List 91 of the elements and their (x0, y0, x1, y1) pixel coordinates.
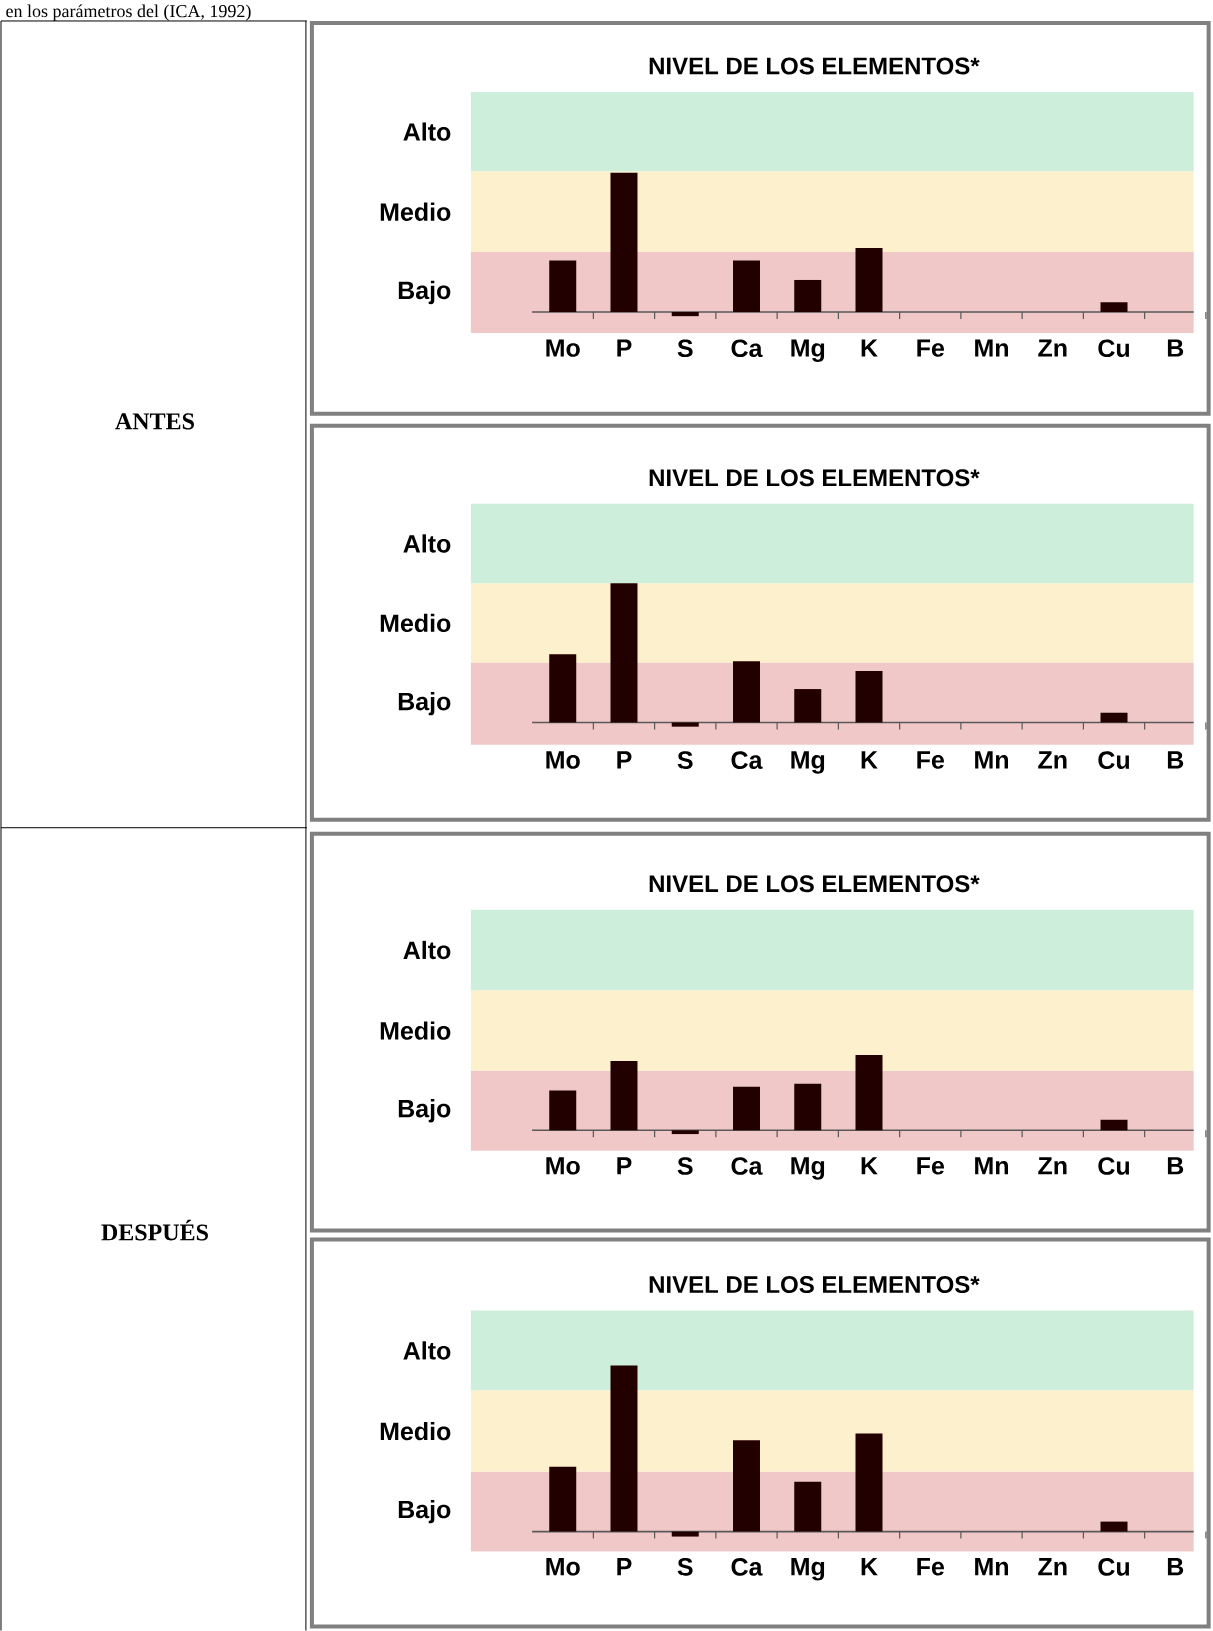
chart-title: NIVEL DE LOS ELEMENTOS* (649, 1276, 980, 1294)
x-tick-label: Zn (1038, 751, 1067, 769)
x-tick-label: P (617, 1558, 632, 1576)
text: ANTES (115, 413, 195, 430)
band-label: Medio (381, 202, 451, 221)
x-tick-label: P (617, 1157, 632, 1175)
x-tick-label: Ca (731, 1157, 763, 1175)
bar (549, 260, 577, 312)
text: en los parámetros del (ICA, 1992) (6, 4, 251, 21)
x-tick-label: Fe (917, 1157, 945, 1175)
bar (610, 172, 638, 312)
band-label: Bajo (399, 280, 451, 305)
x-tick-label: Mn (975, 751, 1009, 769)
bar (1100, 712, 1128, 723)
x-tick-label: Mo (546, 339, 580, 357)
x-tick-label: Ca (731, 751, 763, 769)
bar (733, 260, 761, 312)
chart-title: NIVEL DE LOS ELEMENTOS* (649, 875, 980, 893)
text: DESPUÉS (101, 1219, 209, 1241)
bar (671, 1531, 699, 1537)
x-tick-label: Mn (975, 1558, 1009, 1576)
bar (1100, 1521, 1128, 1532)
x-tick-label: Cu (1098, 1558, 1130, 1576)
x-tick-label: B (1168, 1157, 1184, 1175)
x-tick-label: Cu (1098, 339, 1130, 358)
x-tick-label: Mn (975, 1157, 1009, 1175)
x-tick-label: K (861, 1558, 878, 1576)
bar (549, 654, 577, 723)
x-tick-label: K (861, 1157, 878, 1175)
band-label: Alto (403, 1341, 451, 1360)
bar (610, 1365, 638, 1532)
bar (733, 661, 761, 723)
chart-title: NIVEL DE LOS ELEMENTOS* (649, 57, 980, 75)
bar (855, 670, 883, 723)
x-tick-label: Ca (731, 1558, 763, 1576)
bar (549, 1466, 577, 1532)
x-tick-label: P (617, 339, 632, 357)
band-label: Alto (403, 122, 451, 141)
bar (610, 1061, 638, 1131)
x-tick-label: S (677, 1558, 693, 1576)
x-tick-label: K (861, 751, 878, 769)
x-tick-label: B (1168, 751, 1184, 769)
bar (733, 1440, 761, 1532)
x-tick-label: Mg (791, 751, 825, 774)
x-tick-label: Mg (791, 1157, 825, 1180)
x-tick-label: B (1168, 1558, 1184, 1576)
x-tick-label: Cu (1098, 1157, 1130, 1175)
band-label: Alto (403, 534, 451, 553)
bar (549, 1090, 577, 1131)
x-tick-label: Mo (546, 751, 580, 769)
x-tick-label: S (677, 751, 693, 769)
x-tick-label: Zn (1038, 339, 1067, 357)
bar (671, 722, 699, 727)
bar (1100, 302, 1128, 312)
bar (794, 1481, 822, 1532)
band-label: Medio (381, 1421, 451, 1441)
x-tick-label: Mo (546, 1558, 580, 1576)
x-tick-label: Mn (975, 339, 1009, 357)
band-label: Bajo (399, 1099, 451, 1123)
x-tick-label: K (861, 339, 878, 357)
bar (855, 1055, 883, 1131)
bar (855, 247, 883, 312)
band-label: Medio (381, 1021, 451, 1040)
x-tick-label: Fe (917, 339, 945, 357)
x-tick-label: Mg (791, 339, 825, 362)
bar (733, 1086, 761, 1131)
x-tick-label: Zn (1038, 1157, 1067, 1175)
x-tick-label: Mg (791, 1558, 825, 1581)
band-label: Alto (403, 940, 451, 960)
x-tick-label: Fe (917, 1558, 945, 1576)
x-tick-label: B (1168, 339, 1184, 357)
band-label: Medio (381, 613, 451, 633)
band-label: Bajo (399, 1499, 451, 1524)
bar (794, 689, 822, 723)
bar (794, 1083, 822, 1131)
x-tick-label: Fe (917, 751, 945, 769)
chart-title: NIVEL DE LOS ELEMENTOS* (649, 469, 980, 487)
x-tick-label: S (677, 1157, 693, 1175)
bar (610, 583, 638, 723)
x-tick-label: Cu (1098, 751, 1130, 769)
x-tick-label: Ca (731, 339, 763, 358)
bar (671, 1130, 699, 1135)
bar (855, 1433, 883, 1532)
x-tick-label: Zn (1038, 1558, 1067, 1576)
bar (1100, 1119, 1128, 1131)
x-tick-label: Mo (546, 1157, 580, 1175)
x-tick-label: P (617, 751, 632, 769)
x-tick-label: S (677, 339, 693, 358)
bar (794, 279, 822, 312)
band-label: Bajo (399, 692, 451, 716)
bar (671, 311, 699, 317)
